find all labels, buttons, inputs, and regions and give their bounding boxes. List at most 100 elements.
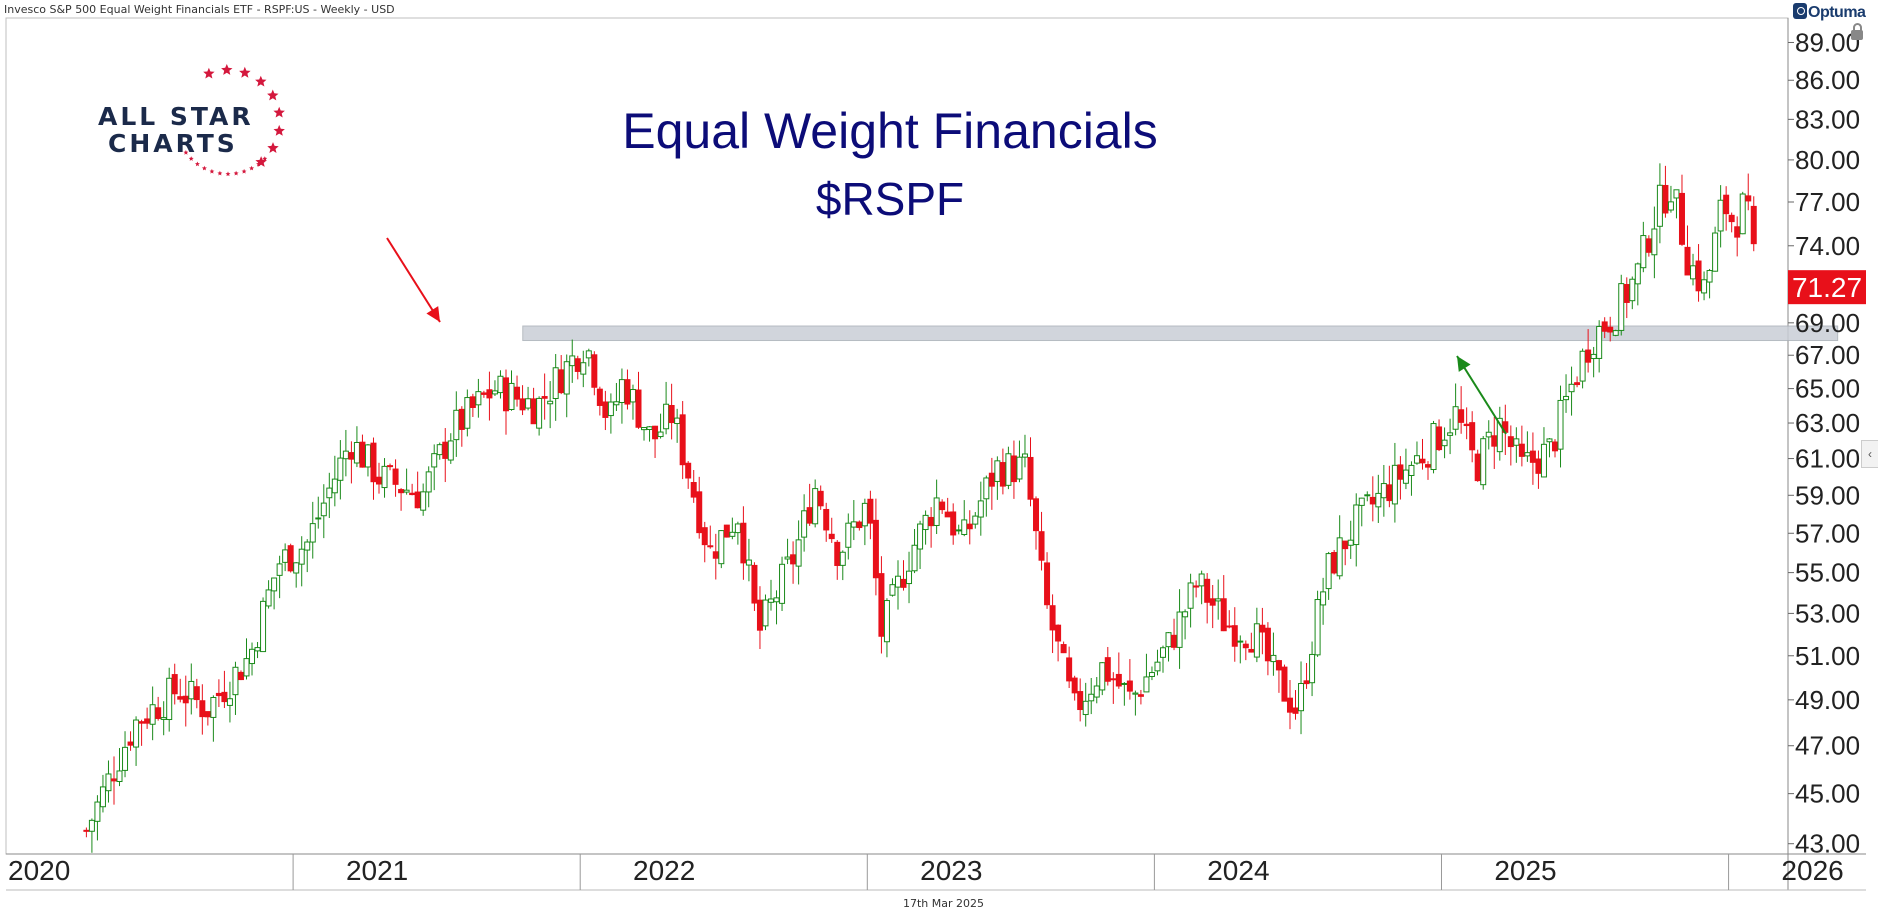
- candle-body: [160, 717, 167, 720]
- candle-body: [1171, 634, 1178, 648]
- last-price-tag: 71.27: [1788, 270, 1866, 305]
- candle-body: [359, 441, 366, 468]
- candle-body: [188, 680, 195, 700]
- candle-body: [1187, 582, 1194, 609]
- candle-body: [1656, 184, 1663, 227]
- candle-body: [83, 829, 90, 832]
- logo-star-icon: [209, 168, 215, 174]
- candle-body: [1684, 246, 1691, 276]
- candle-body: [287, 545, 294, 572]
- candle-body: [508, 382, 515, 410]
- candle-body: [1701, 279, 1708, 294]
- candle-body: [734, 523, 741, 534]
- candle-body: [900, 578, 907, 588]
- candle-body: [883, 600, 890, 643]
- candle-body: [1667, 201, 1674, 211]
- candle-body: [1021, 453, 1028, 458]
- logo-star-icon: [255, 156, 267, 167]
- candle-body: [591, 354, 598, 388]
- candle-body: [961, 519, 968, 536]
- candle-body: [574, 358, 581, 372]
- logo-star-icon: [225, 171, 231, 177]
- candle-body: [171, 674, 178, 695]
- candle-body: [1182, 611, 1189, 618]
- candle-body: [966, 523, 973, 530]
- candle-body: [342, 450, 349, 460]
- candle-body: [585, 350, 592, 359]
- collapse-panel-chevron-icon[interactable]: ‹: [1861, 440, 1878, 468]
- candle-body: [486, 389, 493, 399]
- candle-body: [1071, 677, 1078, 694]
- candle-body: [127, 741, 134, 746]
- candle-body: [1579, 350, 1586, 382]
- candle-body: [249, 648, 256, 665]
- candle-body: [1380, 483, 1387, 499]
- candle-body: [1425, 464, 1432, 468]
- lock-icon[interactable]: [1851, 23, 1863, 40]
- candle-body: [315, 517, 322, 520]
- candle-body: [790, 554, 797, 565]
- candle-body: [911, 544, 918, 572]
- green-arrow-shaft: [1456, 355, 1507, 435]
- candle-body: [552, 367, 559, 400]
- candle-body: [298, 548, 305, 565]
- green-arrow-head: [1457, 356, 1471, 372]
- candle-body: [491, 390, 498, 395]
- candle-body: [514, 386, 521, 400]
- candle-body: [1049, 605, 1056, 631]
- candle-body: [1640, 235, 1647, 269]
- candle-body: [740, 522, 747, 564]
- candle-body: [1651, 228, 1658, 256]
- candle-body: [398, 489, 405, 494]
- logo-line1: ALL STAR: [98, 102, 254, 131]
- candle-body: [563, 361, 570, 395]
- candle-body: [795, 539, 802, 567]
- candle-body: [1154, 661, 1161, 672]
- y-tick-label: 49.00: [1795, 685, 1860, 715]
- candle-body: [403, 489, 410, 493]
- logo-star-icon: [273, 106, 285, 118]
- x-tick-label: 2022: [633, 855, 695, 886]
- candle-body: [243, 658, 250, 677]
- x-tick-label: 2025: [1494, 855, 1556, 886]
- candle-body: [1634, 263, 1641, 285]
- candle-body: [1673, 189, 1680, 199]
- candle-body: [1612, 330, 1619, 336]
- candle-body: [155, 707, 162, 719]
- candle-body: [1093, 685, 1100, 698]
- candle-body: [972, 515, 979, 525]
- logo-star-icon: [201, 165, 207, 171]
- y-tick-label: 74.00: [1795, 231, 1860, 261]
- candle-body: [204, 711, 211, 718]
- candle-body: [1160, 647, 1166, 658]
- y-tick-label: 80.00: [1795, 145, 1860, 175]
- candle-body: [1038, 531, 1045, 561]
- candle-body: [304, 541, 311, 551]
- chart-header-title: Invesco S&P 500 Equal Weight Financials …: [4, 3, 395, 16]
- candle-body: [657, 431, 664, 438]
- candle-body: [282, 549, 289, 563]
- candle-body: [149, 704, 156, 725]
- candle-body: [1452, 406, 1459, 430]
- logo-star-icon: [249, 165, 255, 171]
- logo-star-icon: [267, 142, 279, 153]
- plot-frame: [5, 17, 1866, 891]
- candle-body: [425, 471, 432, 493]
- candle-body: [1281, 666, 1288, 702]
- candle-body: [618, 379, 625, 404]
- candle-body: [381, 465, 388, 489]
- candle-body: [955, 529, 962, 532]
- candle-body: [1298, 683, 1305, 712]
- candle-body: [1364, 494, 1371, 497]
- candle-body: [1104, 657, 1111, 682]
- candle-body: [1734, 226, 1741, 238]
- candle-body: [110, 778, 117, 782]
- candle-body: [1391, 464, 1398, 505]
- candle-body: [629, 389, 636, 403]
- candle-body: [237, 671, 244, 681]
- candle-body: [469, 396, 476, 408]
- red-arrow-head: [426, 306, 440, 322]
- logo-star-icon: [195, 161, 200, 167]
- candle-body: [1027, 456, 1034, 500]
